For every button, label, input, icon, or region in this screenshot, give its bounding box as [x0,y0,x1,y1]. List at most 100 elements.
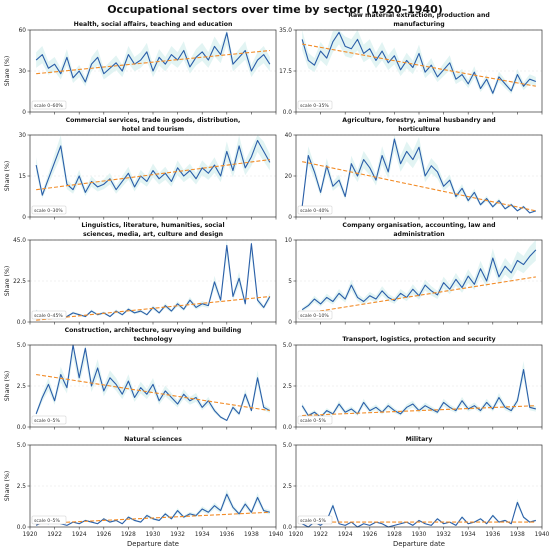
x-tick-label: 1932 [436,532,451,538]
scale-note-box [297,100,333,110]
y-axis-label: Share (%) [4,371,11,402]
y-tick-label: 0 [22,215,26,221]
trend-line [36,49,270,75]
subplot-title: Construction, architecture, surveying an… [65,327,242,334]
scale-note: scale 0–35% [300,103,329,109]
y-axis-label: Share (%) [4,471,11,502]
scale-note-box [297,205,333,215]
confidence-band [302,360,536,419]
subplot-title: technology [134,336,173,343]
x-tick-label: 1926 [362,532,377,538]
series-line [35,32,271,83]
y-tick-label: 30 [19,69,27,75]
y-tick-label: 0.0 [283,425,293,431]
x-tick-label: 1934 [461,532,476,538]
confidence-band [36,489,270,526]
y-axis-label: Share (%) [4,56,11,87]
y-tick-label: 5 [288,279,292,285]
x-tick-label: 1920 [289,532,304,538]
y-tick-label: 0 [288,215,292,221]
y-tick-label: 5.0 [283,443,293,449]
x-tick-label: 1924 [338,532,353,538]
scale-note: scale 0–5% [300,418,326,424]
subplot-title: Company organisation, accounting, law an… [342,222,495,229]
scale-note-box [31,310,67,320]
y-axis-label: Share (%) [4,161,11,192]
scale-note-box [31,100,67,110]
x-tick-label: 1928 [387,532,402,538]
y-tick-label: 2.5 [283,384,293,390]
trend-line [302,276,536,315]
subplot-5: Linguistics, literature, humanities, soc… [4,222,277,326]
series-line [301,249,537,311]
y-tick-label: 2.5 [17,384,27,390]
subplot-title: manufacturing [393,21,444,28]
y-tick-label: 5.0 [17,443,27,449]
x-tick-label: 1922 [47,532,62,538]
scale-note: scale 0–5% [300,518,326,524]
series-line [301,369,536,418]
scale-note-box [297,310,333,320]
x-tick-label: 1938 [244,532,259,538]
subplot-title: Military [406,436,433,443]
subplot-10: Military 0.0 2.5 5.0 1920 1922 1924 1926 1928 193… [283,436,550,548]
x-tick-label: 1936 [219,532,234,538]
y-tick-label: 0.0 [283,110,293,116]
y-tick-label: 0 [22,110,26,116]
y-tick-label: 35.0 [279,28,292,34]
trend-line [36,295,270,321]
scale-note: scale 0–30% [34,208,63,214]
y-tick-label: 0.0 [17,425,27,431]
x-tick-label: 1920 [23,532,38,538]
y-axis-label: Share (%) [4,266,11,297]
scale-note-box [31,205,67,215]
y-tick-label: 60 [19,28,27,34]
y-tick-label: 5.0 [17,343,27,349]
trend-line [36,159,270,191]
y-tick-label: 2.5 [283,484,293,490]
y-tick-label: 2.5 [17,484,27,490]
series-line [301,501,536,528]
trend-line [36,373,270,412]
x-axis-label: Departure date [127,540,179,548]
x-tick-label: 1940 [269,532,284,538]
confidence-band [36,135,270,199]
y-tick-label: 20 [285,174,293,180]
subplot-title: Transport, logistics, protection and sec… [342,336,495,343]
scale-note: scale 0–40% [300,208,329,214]
x-tick-label: 1934 [195,532,210,538]
x-tick-label: 1930 [412,532,427,538]
subplot-4: Agriculture, forestry, animal husbandry … [285,117,543,221]
confidence-band [36,345,270,422]
scale-note-box [297,515,333,525]
y-tick-label: 40 [285,133,293,139]
series-line [35,493,270,526]
x-tick-label: 1924 [72,532,87,538]
subplot-9: Natural sciences 0.0 2.5 5.0 1920 1922 1924 192… [4,436,284,548]
scale-note: scale 0–45% [34,313,63,319]
y-tick-label: 30 [19,133,27,139]
x-tick-label: 1940 [535,532,550,538]
x-tick-label: 1926 [96,532,111,538]
subplot-title: Agriculture, forestry, animal husbandry … [342,117,495,124]
y-tick-label: 5.0 [283,343,293,349]
trend-line [302,43,536,87]
series-line [35,243,271,319]
scale-note: scale 0–60% [34,103,63,109]
y-tick-label: 0 [288,320,292,326]
y-tick-label: 45.0 [13,238,26,244]
y-tick-label: 10 [285,238,293,244]
subplot-title: Commercial services, trade in goods, dis… [66,117,241,124]
series-line [35,344,271,421]
confidence-band [302,498,536,527]
x-axis-label: Departure date [393,540,445,548]
scale-note: scale 0–5% [34,518,60,524]
y-tick-label: 15 [19,174,27,180]
subplot-7: Construction, architecture, surveying an… [4,327,277,431]
scale-note-box [31,515,67,525]
x-tick-label: 1936 [485,532,500,538]
x-tick-label: 1932 [170,532,185,538]
subplot-title: hotel and tourism [122,126,184,133]
scale-note-box [31,415,67,425]
